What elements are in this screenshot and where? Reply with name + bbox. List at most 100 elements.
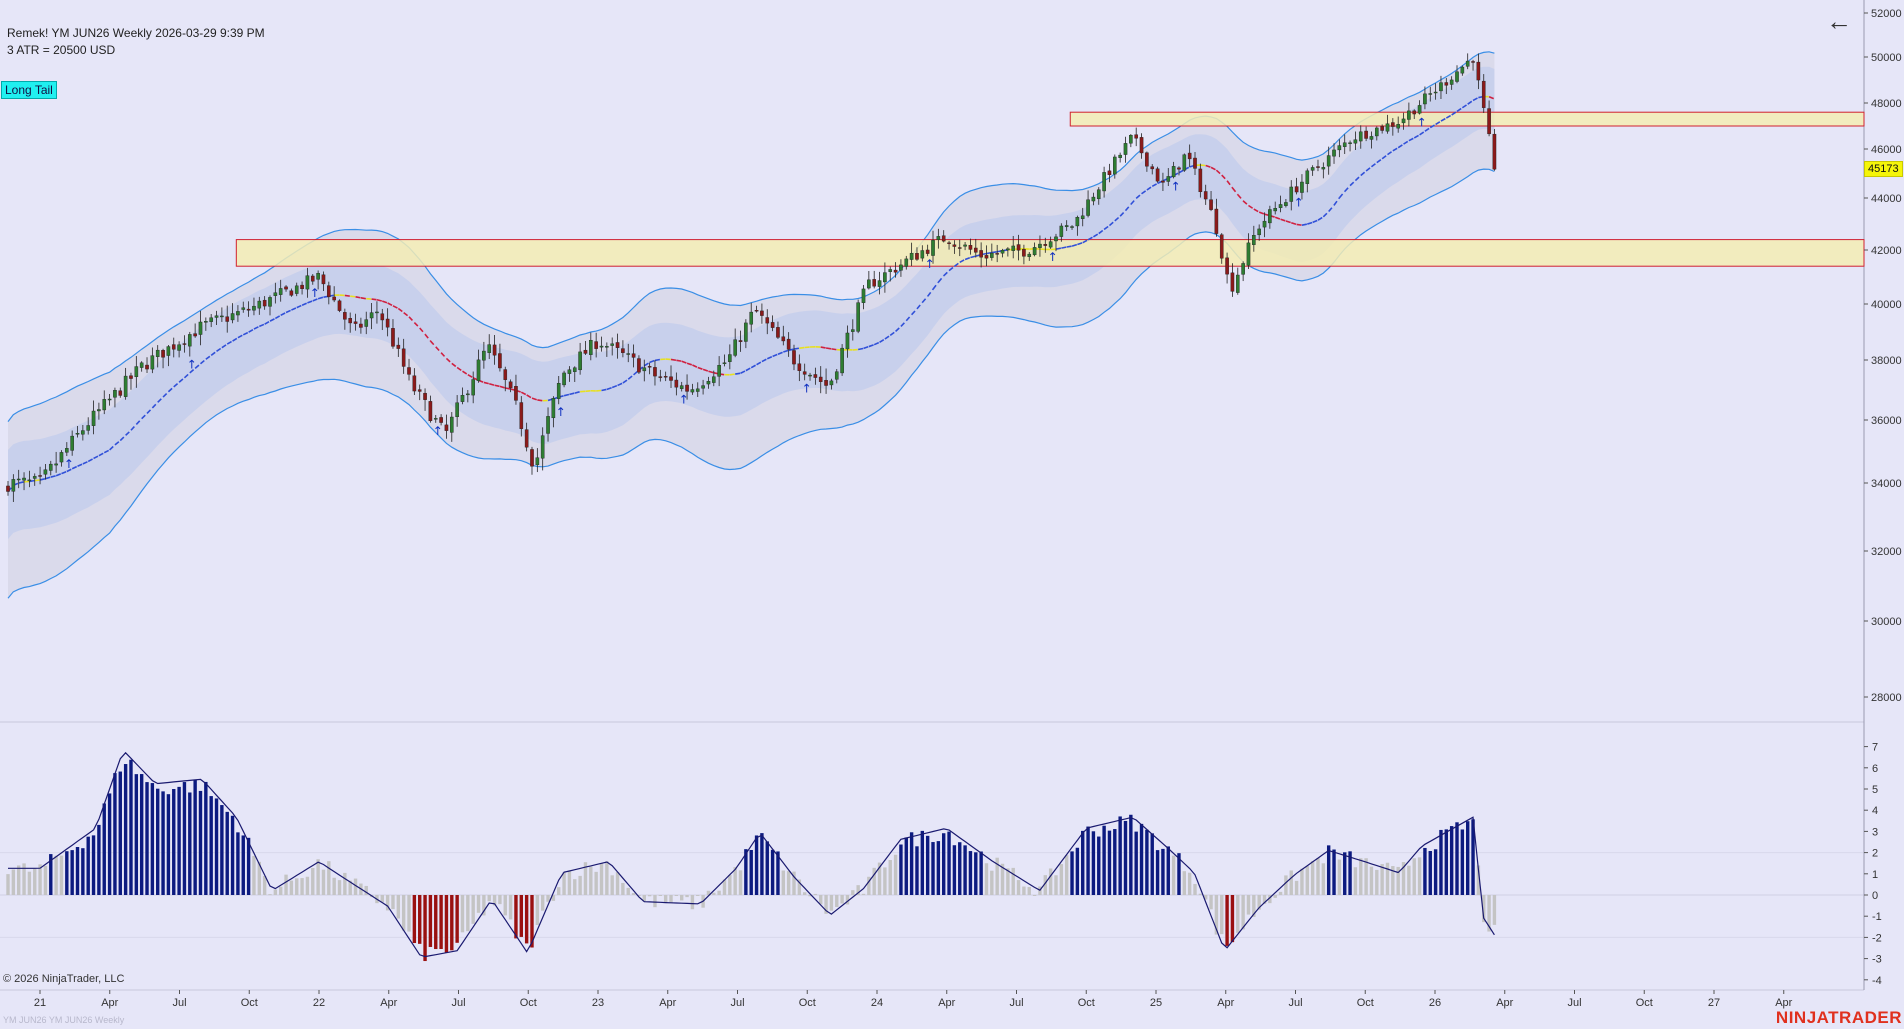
histogram-bar bbox=[802, 892, 807, 895]
price-axis-label: 42000 bbox=[1871, 245, 1902, 257]
trend-ma-segment bbox=[119, 434, 127, 442]
histogram-bar bbox=[1460, 829, 1465, 895]
trend-ma-segment bbox=[622, 378, 629, 384]
candle-body bbox=[1471, 61, 1475, 63]
trend-ma-segment bbox=[916, 302, 923, 310]
histogram-bar bbox=[567, 870, 572, 895]
candle-body bbox=[166, 346, 171, 356]
trend-ma-segment bbox=[317, 296, 324, 300]
histogram-bar bbox=[540, 895, 545, 911]
histogram-bar bbox=[1428, 851, 1432, 895]
candle-body bbox=[829, 380, 834, 386]
candle-body bbox=[925, 249, 930, 254]
trend-ma-segment bbox=[103, 449, 110, 454]
histogram-bar bbox=[1433, 849, 1438, 895]
candle-body bbox=[931, 240, 935, 256]
signal-arrow-icon: ↑ bbox=[1171, 179, 1181, 193]
candle-body bbox=[968, 245, 973, 250]
candle-body bbox=[289, 290, 294, 296]
candle-body bbox=[476, 359, 481, 381]
histogram-bar bbox=[198, 790, 203, 895]
histogram-bar bbox=[1343, 852, 1347, 895]
trend-ma-segment bbox=[1087, 236, 1094, 241]
trend-ma-segment bbox=[520, 391, 528, 396]
trend-ma-segment bbox=[627, 374, 635, 380]
trend-ma-segment bbox=[766, 355, 773, 360]
candle-body bbox=[375, 311, 379, 314]
time-axis-label: Oct bbox=[1636, 997, 1653, 1009]
candle-body bbox=[733, 339, 737, 356]
trend-ma-segment bbox=[1135, 193, 1143, 199]
histogram-bar bbox=[1204, 895, 1208, 900]
histogram-bar bbox=[476, 895, 481, 913]
trend-ma-segment bbox=[264, 320, 271, 325]
histogram-bar bbox=[118, 771, 122, 895]
trend-ma-segment bbox=[248, 328, 255, 333]
candle-body bbox=[1123, 143, 1128, 155]
trend-ma-segment bbox=[435, 346, 442, 354]
candle-body bbox=[1235, 274, 1240, 293]
trend-ma-segment bbox=[1098, 228, 1105, 235]
candle-body bbox=[738, 340, 743, 342]
trend-ma-segment bbox=[376, 298, 383, 302]
candle-body bbox=[1193, 157, 1197, 169]
candle-body bbox=[327, 285, 331, 298]
histogram-bar bbox=[680, 895, 684, 901]
candle-body bbox=[589, 339, 593, 355]
histogram-bar bbox=[1471, 819, 1475, 895]
trend-ma-segment bbox=[274, 314, 282, 320]
candle-body bbox=[1412, 110, 1417, 115]
trend-ma-segment bbox=[39, 477, 46, 481]
histogram-bar bbox=[107, 793, 112, 895]
candle-body bbox=[1417, 105, 1422, 114]
trend-ma-segment bbox=[205, 354, 212, 360]
instrument-watermark: YM JUN26 YM JUN26 Weekly bbox=[3, 1015, 125, 1025]
histogram-bar bbox=[872, 867, 876, 895]
trend-ma-segment bbox=[1451, 110, 1458, 116]
candle-body bbox=[455, 402, 459, 418]
histogram-bar bbox=[631, 893, 636, 895]
candle-body bbox=[990, 252, 994, 258]
histogram-bar bbox=[278, 886, 283, 895]
histogram-bar bbox=[172, 789, 176, 895]
trend-ma-segment bbox=[1221, 174, 1228, 182]
trend-ma-segment bbox=[445, 357, 453, 364]
histogram-bar bbox=[182, 782, 187, 895]
histogram-bar bbox=[1134, 831, 1138, 895]
trend-ma-segment bbox=[825, 347, 832, 350]
histogram-bar bbox=[214, 798, 219, 895]
trend-ma-segment bbox=[1296, 223, 1303, 226]
candle-body bbox=[412, 375, 417, 392]
candle-body bbox=[1203, 191, 1208, 200]
trend-ma-segment bbox=[98, 452, 105, 457]
histogram-bar bbox=[835, 895, 839, 908]
trend-ma-segment bbox=[1237, 194, 1244, 202]
trend-ma-segment bbox=[462, 370, 469, 376]
candle-body bbox=[1465, 60, 1470, 67]
last-price-tag: 45173 bbox=[1864, 161, 1903, 177]
time-axis-label: Oct bbox=[1357, 997, 1374, 1009]
trend-ma-segment bbox=[772, 353, 779, 358]
candle-body bbox=[540, 435, 545, 459]
candle-body bbox=[599, 345, 604, 348]
histogram-bar bbox=[1193, 883, 1197, 895]
arrow-left-icon[interactable]: ← bbox=[1826, 6, 1852, 36]
candle-body bbox=[519, 402, 524, 429]
trend-ma-segment bbox=[649, 359, 656, 364]
trend-ma-segment bbox=[61, 470, 68, 475]
candle-body bbox=[685, 384, 689, 392]
trend-ma-segment bbox=[563, 393, 570, 397]
candle-body bbox=[514, 386, 518, 401]
histogram-bar bbox=[1375, 869, 1379, 895]
histogram-bar bbox=[1011, 867, 1015, 895]
histogram-bar bbox=[38, 864, 42, 895]
histogram-bar bbox=[968, 851, 973, 895]
histogram-bar bbox=[1284, 875, 1288, 895]
trend-ma-segment bbox=[1392, 146, 1399, 152]
trend-ma-segment bbox=[114, 439, 121, 446]
histogram-bar bbox=[621, 882, 625, 895]
candle-body bbox=[32, 476, 37, 479]
histogram-bar bbox=[1166, 846, 1170, 895]
candle-body bbox=[262, 299, 267, 307]
